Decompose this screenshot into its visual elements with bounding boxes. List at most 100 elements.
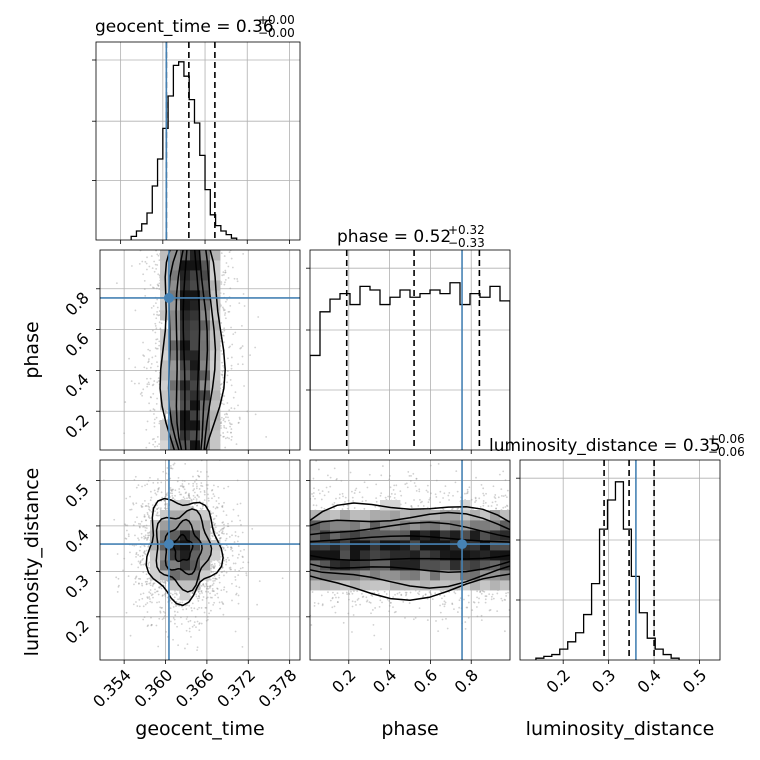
sample-point xyxy=(138,262,141,265)
sample-point xyxy=(219,607,222,610)
sample-point xyxy=(142,388,145,391)
sample-point xyxy=(426,484,429,487)
sample-point xyxy=(141,394,144,397)
sample-point xyxy=(143,537,146,540)
sample-point xyxy=(169,477,172,480)
sample-point xyxy=(153,422,156,424)
density-block xyxy=(190,550,201,561)
sample-point xyxy=(237,553,240,556)
sample-point xyxy=(191,592,194,595)
sample-point xyxy=(145,428,148,431)
sample-point xyxy=(200,607,203,609)
sample-point xyxy=(237,545,240,547)
density-block xyxy=(170,280,181,291)
sample-point xyxy=(151,585,154,587)
sample-point xyxy=(147,479,150,482)
sample-point xyxy=(223,395,226,397)
sample-point xyxy=(161,496,164,499)
sample-point xyxy=(191,625,194,628)
sample-point xyxy=(174,614,177,617)
sample-point xyxy=(212,603,215,606)
sample-point xyxy=(163,580,166,583)
sample-point xyxy=(175,592,178,595)
sample-point xyxy=(144,526,147,529)
sample-point xyxy=(234,569,237,571)
contour-lines xyxy=(145,497,224,607)
sample-point xyxy=(184,492,187,495)
sample-point xyxy=(115,282,118,285)
sample-point xyxy=(207,475,210,478)
sample-point xyxy=(124,537,127,540)
sample-point xyxy=(198,623,201,625)
sample-point xyxy=(212,582,215,585)
sample-point xyxy=(142,605,145,608)
sample-point xyxy=(221,374,224,377)
density-block xyxy=(210,330,221,341)
sample-point xyxy=(215,500,218,502)
sample-point xyxy=(138,382,140,385)
sample-point xyxy=(312,492,315,494)
sample-point xyxy=(219,562,222,565)
sample-point xyxy=(150,396,152,399)
sample-point xyxy=(235,593,237,596)
density-block xyxy=(180,540,191,551)
sample-point xyxy=(157,514,160,517)
sample-point xyxy=(207,590,210,593)
sample-point xyxy=(238,302,241,305)
sample-point xyxy=(151,601,153,604)
sample-point xyxy=(192,591,195,594)
sample-point xyxy=(195,626,197,629)
density-block xyxy=(200,410,211,421)
contour-lines xyxy=(159,250,226,450)
sample-point xyxy=(225,533,228,535)
sample-point xyxy=(216,587,219,590)
sample-point xyxy=(238,586,241,589)
sample-point xyxy=(201,501,204,504)
sample-point xyxy=(201,505,204,507)
sample-point xyxy=(196,646,199,649)
sample-point xyxy=(225,412,228,415)
sample-point xyxy=(206,596,209,599)
sample-point xyxy=(194,496,197,499)
density-block xyxy=(170,350,181,361)
sample-point xyxy=(251,527,254,530)
sample-point xyxy=(435,620,437,622)
sample-point xyxy=(155,416,158,419)
sample-point xyxy=(157,285,160,287)
sample-point xyxy=(220,416,223,419)
sample-point xyxy=(158,344,161,347)
sample-point xyxy=(238,569,241,572)
sample-point xyxy=(225,563,227,566)
sample-point xyxy=(228,310,231,313)
sample-point xyxy=(222,435,225,438)
sample-point xyxy=(173,596,176,599)
sample-point xyxy=(198,629,201,632)
sample-point xyxy=(214,532,217,534)
sample-point xyxy=(315,504,318,507)
sample-point xyxy=(156,507,159,510)
sample-point xyxy=(235,592,238,595)
sample-point xyxy=(141,584,144,587)
sample-point xyxy=(148,358,150,361)
sample-point xyxy=(145,573,148,576)
sample-point xyxy=(135,551,138,554)
sample-point xyxy=(242,252,245,255)
sample-point xyxy=(188,495,191,498)
sample-point xyxy=(143,552,146,555)
sample-point xyxy=(229,425,232,428)
sample-point xyxy=(206,585,209,588)
sample-point xyxy=(155,402,158,405)
sample-point xyxy=(241,355,244,358)
sample-point xyxy=(464,621,467,623)
sample-point xyxy=(140,532,143,535)
sample-point xyxy=(166,467,169,469)
sample-point xyxy=(142,341,144,344)
sample-point xyxy=(184,647,186,650)
sample-point xyxy=(173,610,176,613)
sample-point xyxy=(213,524,216,526)
sample-point xyxy=(223,327,226,330)
sample-point xyxy=(150,362,153,365)
density-block xyxy=(180,360,191,371)
sample-point xyxy=(157,314,160,317)
density-block xyxy=(160,440,171,450)
